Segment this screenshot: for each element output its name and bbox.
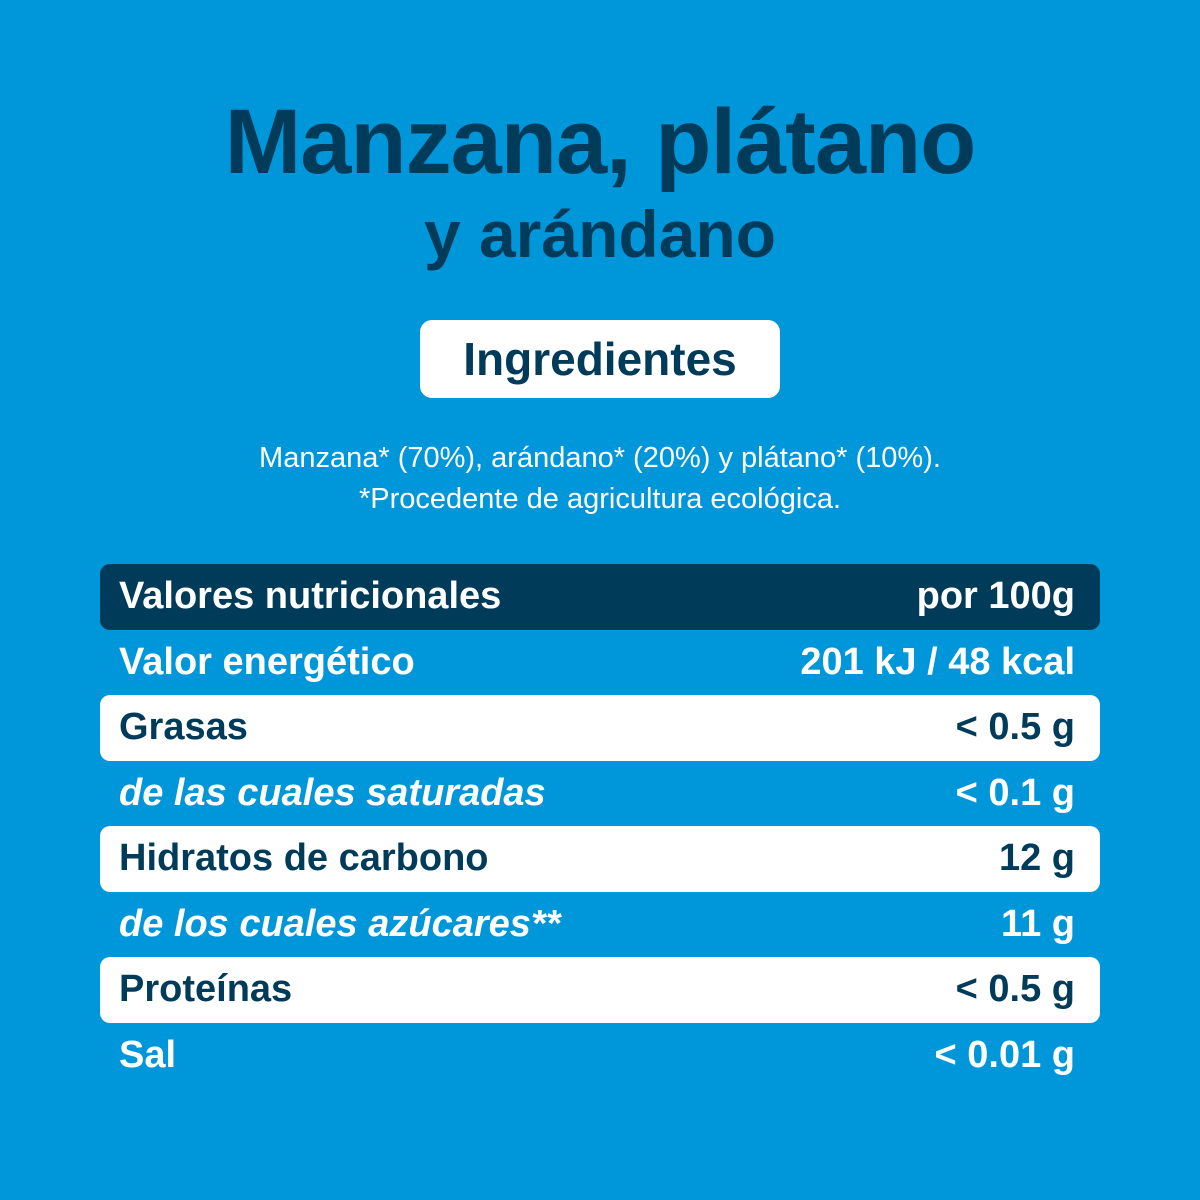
table-row: de las cuales saturadas < 0.1 g — [100, 761, 1100, 827]
product-subtitle: y arándano — [423, 197, 777, 271]
row-value: 201 kJ / 48 kcal — [800, 640, 1075, 683]
row-label: Proteínas — [119, 968, 293, 1011]
row-label: Valor energético — [119, 640, 415, 683]
table-row: Grasas < 0.5 g — [100, 695, 1100, 761]
row-value: 11 g — [1001, 902, 1075, 945]
row-value: < 0.01 g — [934, 1033, 1075, 1076]
table-row: Hidratos de carbono 12 g — [100, 826, 1100, 892]
table-row: de los cuales azúcares** 11 g — [100, 892, 1100, 958]
table-row: Proteínas < 0.5 g — [100, 957, 1100, 1023]
row-value: 12 g — [998, 837, 1075, 880]
row-label: Sal — [119, 1033, 177, 1076]
product-title: Manzana, plátano — [224, 91, 977, 193]
ingredients-heading: Ingredientes — [420, 320, 780, 398]
row-value: < 0.5 g — [955, 706, 1075, 749]
row-label: de las cuales saturadas — [119, 771, 546, 814]
row-value: < 0.1 g — [955, 771, 1075, 814]
row-label: de los cuales azúcares** — [119, 902, 561, 945]
row-label: Grasas — [119, 706, 248, 749]
ingredients-text: Manzana* (70%), arándano* (20%) y plátan… — [259, 442, 941, 474]
nutrition-header: Valores nutricionales por 100g — [100, 564, 1100, 630]
ingredients-note: *Procedente de agricultura ecológica. — [358, 483, 842, 515]
row-value: < 0.5 g — [955, 968, 1075, 1011]
header-label: Valores nutricionales — [119, 575, 502, 618]
table-row: Valor energético 201 kJ / 48 kcal — [100, 630, 1100, 696]
table-row: Sal < 0.01 g — [100, 1023, 1100, 1089]
nutrition-table: Valores nutricionales por 100g Valor ene… — [100, 564, 1100, 1088]
ingredients-block: Manzana* (70%), arándano* (20%) y plátan… — [0, 438, 1200, 520]
header-value: por 100g — [916, 575, 1075, 618]
row-label: Hidratos de carbono — [119, 837, 489, 880]
